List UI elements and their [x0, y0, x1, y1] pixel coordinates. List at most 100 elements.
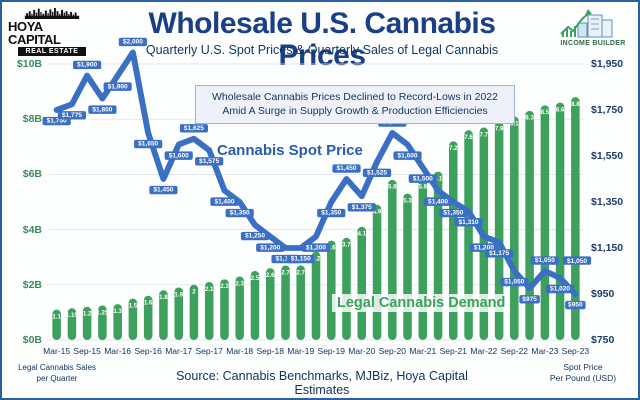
price-value-label: $1,350: [230, 210, 250, 217]
price-value-label: $1,450: [153, 187, 173, 194]
x-axis-tick: Sep-19: [317, 346, 345, 356]
price-label-chip: [195, 157, 224, 166]
legend-cannabis-spot-price: Cannabis Spot Price: [217, 142, 363, 159]
price-value-label: $1,450: [336, 165, 356, 172]
price-value-label: $950: [568, 302, 583, 309]
x-axis-tick: Sep-23: [561, 346, 590, 356]
x-axis-tick: Sep-15: [73, 346, 101, 356]
bar-value-label: 2.7: [281, 269, 290, 276]
price-label-chip: [317, 208, 346, 218]
price-value-label: $1,200: [306, 244, 326, 251]
bar: [204, 282, 214, 340]
bar: [67, 308, 77, 340]
price-value-label: $1,900: [108, 83, 128, 90]
price-value-label: $1,900: [77, 62, 97, 69]
bar: [464, 130, 473, 340]
x-axis-tick: Mar-23: [531, 346, 559, 356]
bar-value-label: 4.1: [357, 231, 366, 238]
price-label-chip: [500, 277, 529, 287]
left-axis-caption: Legal Cannabis Sales per Quarter: [9, 362, 105, 384]
right-axis-tick: $1,750: [591, 104, 624, 116]
bar-value-label: 2.7: [296, 269, 305, 276]
bar: [52, 309, 61, 340]
left-axis-tick: $8B: [22, 113, 42, 126]
price-value-label: $1,350: [443, 210, 463, 217]
price-label-chip: [393, 151, 422, 160]
price-value-label: $1,800: [92, 106, 112, 113]
bar: [372, 204, 382, 340]
bar-value-label: 1.6: [144, 300, 153, 307]
bar: [143, 295, 153, 340]
right-axis-tick: $1,350: [591, 196, 624, 208]
left-axis-caption-line-1: Legal Cannabis Sales: [18, 363, 96, 372]
income-builder-name: INCOME BUILDER: [560, 40, 626, 47]
bar-value-label: 1.3: [113, 308, 122, 315]
x-axis-tick: Mar-20: [348, 346, 376, 356]
left-axis-tick: $0B: [22, 334, 42, 346]
price-label-chip: [565, 300, 586, 310]
bar-value-label: 7.9: [495, 126, 504, 133]
source-note: Source: Cannabis Benchmarks, MJBiz, Hoya…: [176, 369, 468, 397]
x-axis-tick: Mar-19: [287, 346, 315, 356]
price-label-chip: [210, 197, 239, 206]
price-label-chip: [256, 243, 285, 252]
page-subtitle: Quarterly U.S. Spot Prices & Quarterly S…: [145, 43, 499, 57]
bar-value-label: 5.8: [388, 184, 397, 191]
right-axis-labels: $750 $950 $1,150 $1,350 $1,550 $1,750 $1,950: [586, 58, 636, 346]
bar-value-label: 7.6: [464, 134, 473, 141]
right-axis-caption: Spot Price Per Pound (USD): [535, 362, 631, 384]
price-label-chip: [57, 111, 87, 120]
price-label-chip: [179, 124, 209, 133]
income-builder-logo: INCOME BUILDER: [556, 7, 630, 53]
x-axis-tick: Mar-16: [104, 346, 132, 356]
hoya-capital-name: HOYA CAPITAL: [8, 19, 61, 47]
price-label-chip: [73, 60, 102, 70]
price-value-label: $2,000: [123, 39, 143, 46]
bar: [250, 271, 260, 340]
bar: [510, 116, 519, 341]
bar: [357, 226, 367, 340]
bar: [113, 304, 122, 340]
right-axis-tick: $1,950: [591, 58, 624, 70]
x-axis-tick: Mar-21: [409, 346, 437, 356]
price-label-chip: [423, 197, 453, 206]
bar: [220, 279, 229, 340]
left-axis-tick: $2B: [22, 278, 42, 291]
bar: [82, 306, 92, 340]
bar-value-label: 1.2: [83, 311, 92, 318]
left-axis-caption-line-2: per Quarter: [36, 374, 78, 383]
price-label-chip-final: [562, 256, 592, 265]
annotation-line-2: Amid A Surge in Supply Growth & Producti…: [222, 105, 488, 117]
price-value-label: $1,020: [550, 286, 570, 293]
x-axis-tick: Mar-15: [43, 346, 71, 356]
left-axis-tick: $6B: [22, 168, 42, 181]
bar-value-label: 2.3: [235, 280, 244, 287]
price-line: [53, 49, 579, 297]
price-value-label: $1,600: [169, 152, 189, 159]
price-label-chip: [332, 164, 361, 173]
price-value-label: $1,250: [245, 233, 265, 240]
bar: [189, 284, 199, 340]
x-axis-tick: Mar-22: [470, 346, 498, 356]
page-title: Wholesale U.S. Cannabis Prices: [148, 7, 496, 72]
right-axis-caption-line-2: Per Pound (USD): [549, 373, 617, 383]
bar: [235, 276, 244, 340]
bar-value-label: 2.5: [251, 275, 260, 282]
price-label-chip: [454, 218, 483, 227]
price-label-chip: [134, 139, 163, 149]
price-value-label: $1,375: [352, 204, 372, 211]
bar-value-label: 1.25: [96, 309, 109, 316]
price-label-chip: [408, 174, 437, 183]
bar: [98, 305, 107, 341]
x-axis-tick: Sep-21: [439, 346, 468, 356]
price-label-chip: [118, 37, 147, 47]
price-value-label: $1,200: [260, 244, 280, 251]
bar: [555, 102, 565, 340]
price-value-label: $1,175: [489, 250, 509, 257]
bar-value-label: 1.9: [174, 291, 183, 298]
price-label-chip: [164, 151, 193, 160]
left-axis-tick: $10B: [16, 58, 42, 70]
bar-value-label: 3.6: [327, 245, 336, 252]
bar: [540, 105, 550, 340]
bar: [449, 141, 458, 340]
